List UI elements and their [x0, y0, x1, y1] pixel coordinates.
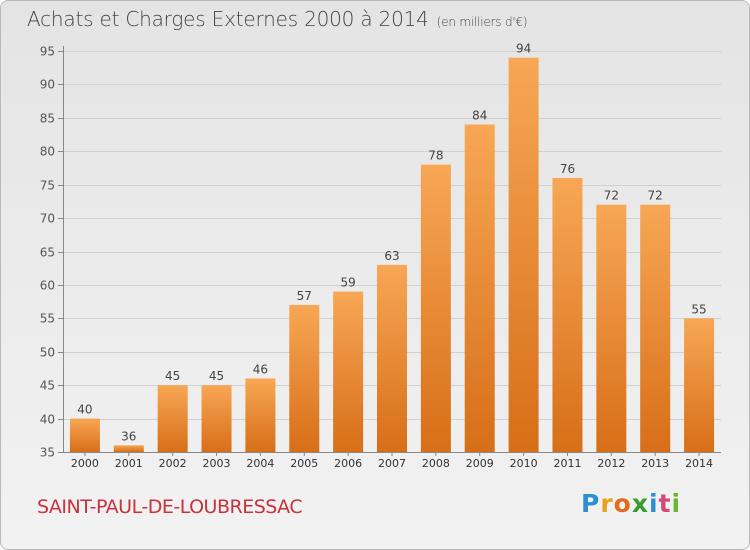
y-tick-label: 65 [40, 246, 55, 260]
bar-2000 [69, 418, 100, 452]
x-tick-label: 2006 [334, 457, 362, 470]
bar-2003 [201, 385, 232, 452]
y-tick-label: 35 [40, 446, 55, 460]
city-name: SAINT-PAUL-DE-LOUBRESSAC [37, 496, 303, 518]
proxiti-logo[interactable]: Proxiti [581, 489, 681, 518]
bar-2014 [684, 318, 715, 452]
y-tick-label: 50 [40, 346, 55, 360]
bar-2009 [464, 124, 495, 453]
x-tick-label: 2009 [466, 457, 494, 470]
x-tick-label: 2008 [422, 457, 450, 470]
brand-letter: o [613, 489, 632, 518]
y-tick-label: 55 [40, 312, 55, 326]
value-label: 46 [253, 362, 268, 376]
y-tick-label: 95 [40, 45, 55, 59]
value-label: 84 [472, 109, 487, 123]
value-label: 36 [121, 429, 136, 443]
value-label: 45 [165, 369, 180, 383]
value-label: 55 [691, 302, 706, 316]
value-label: 76 [560, 162, 575, 176]
x-tick-label: 2002 [159, 457, 187, 470]
x-tick-label: 2007 [378, 457, 406, 470]
x-tick-label: 2003 [203, 457, 231, 470]
bar-2007 [377, 264, 407, 452]
chart-unit: (en milliers d'€) [436, 15, 528, 29]
x-tick-label: 2011 [553, 457, 581, 470]
bar-2005 [289, 304, 320, 452]
y-tick-label: 70 [40, 212, 55, 226]
value-label: 57 [297, 289, 312, 303]
brand-letter: x [631, 489, 649, 518]
bar-2011 [552, 177, 583, 452]
bar-2013 [640, 204, 671, 452]
y-tick-label: 40 [40, 413, 55, 427]
x-tick-label: 2005 [290, 457, 318, 470]
y-tick-label: 60 [40, 279, 55, 293]
brand-letter: P [581, 489, 601, 518]
value-label: 72 [648, 189, 663, 203]
y-tick-label: 80 [40, 145, 55, 159]
x-tick-label: 2012 [597, 457, 625, 470]
bar-2006 [333, 291, 364, 452]
y-tick-label: 85 [40, 112, 55, 126]
x-tick-label: 2010 [510, 457, 538, 470]
x-tick-label: 2014 [685, 457, 713, 470]
bar-2010 [508, 57, 539, 452]
value-label: 72 [604, 189, 619, 203]
brand-letter: i [671, 489, 682, 518]
bar-2008 [420, 164, 451, 452]
value-label: 78 [428, 149, 443, 163]
x-tick-label: 2004 [246, 457, 274, 470]
x-tick-label: 2001 [115, 457, 143, 470]
y-tick-label: 45 [40, 379, 55, 393]
value-label: 94 [516, 42, 531, 56]
brand-letter: r [600, 489, 614, 518]
value-label: 59 [340, 276, 355, 290]
value-label: 45 [209, 369, 224, 383]
y-tick-label: 75 [40, 179, 55, 193]
y-tick-label: 90 [40, 78, 55, 92]
axes: 35 40 45 50 55 60 65 70 75 80 85 90 95 2000 2001 2002 20… [40, 45, 721, 470]
brand-letter: t [658, 489, 672, 518]
value-labels: 40 36 45 45 46 57 59 63 78 84 94 76 72 72 55 [77, 42, 706, 444]
value-label: 40 [77, 403, 92, 417]
bar-2012 [596, 204, 627, 452]
bar-2004 [245, 378, 276, 452]
x-tick-label: 2000 [71, 457, 99, 470]
bars [69, 57, 715, 453]
chart-title: Achats et Charges Externes 2000 à 2014 (e… [27, 7, 528, 31]
value-label: 63 [384, 249, 399, 263]
brand-letter: i [649, 489, 659, 518]
bar-2002 [157, 385, 188, 452]
x-tick-label: 2013 [641, 457, 669, 470]
bar-2001 [113, 445, 144, 452]
chart-title-text: Achats et Charges Externes 2000 à 2014 [27, 7, 429, 31]
